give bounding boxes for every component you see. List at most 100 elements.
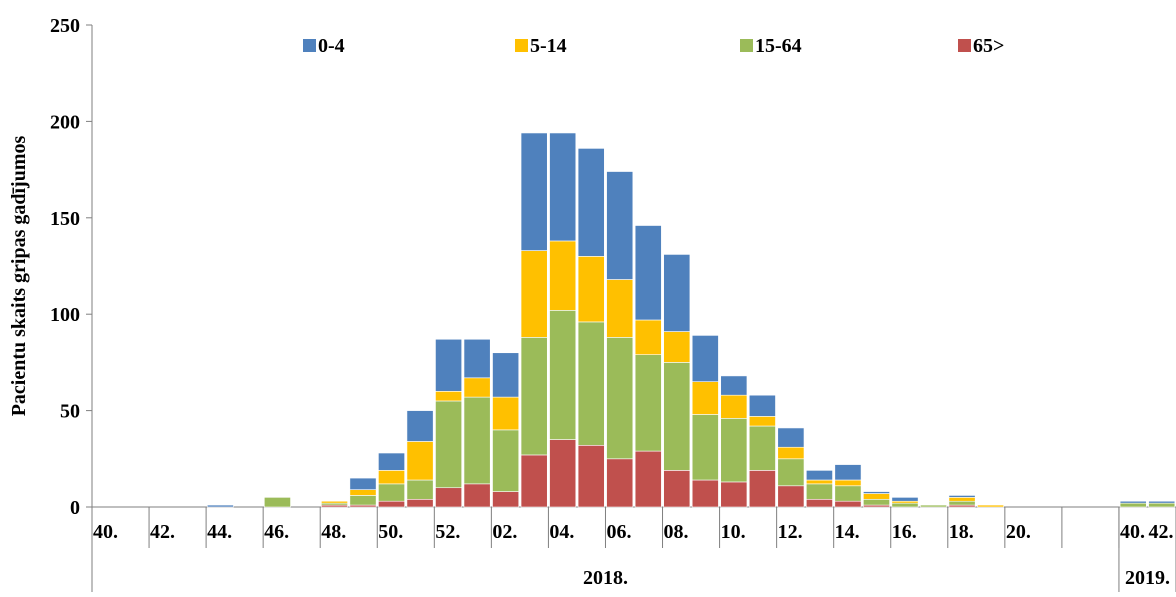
bar-segment bbox=[777, 446, 805, 460]
bar-segment bbox=[463, 377, 491, 398]
bar-segment bbox=[492, 491, 520, 508]
bar-segment bbox=[549, 240, 577, 311]
x-tick-label: 14. bbox=[835, 521, 860, 543]
x-tick-label: 44. bbox=[207, 521, 232, 543]
bar-segment bbox=[492, 396, 520, 431]
bar-segment bbox=[406, 479, 434, 500]
bar-segment bbox=[406, 498, 434, 508]
x-tick-label: 12. bbox=[778, 521, 803, 543]
bar-segment bbox=[406, 441, 434, 481]
bar-segment bbox=[891, 502, 919, 508]
bar-segment bbox=[349, 489, 377, 496]
bar-segment bbox=[1148, 500, 1176, 504]
bar-segment bbox=[777, 458, 805, 487]
bar-segment bbox=[549, 439, 577, 508]
bar-segment bbox=[634, 225, 662, 321]
legend-swatch bbox=[958, 39, 971, 52]
y-tick-label: 250 bbox=[50, 15, 80, 37]
bar-segment bbox=[834, 500, 862, 508]
bar-segment bbox=[663, 470, 691, 508]
x-tick-label: 50. bbox=[378, 521, 403, 543]
y-tick-label: 200 bbox=[50, 111, 80, 133]
bar-segment bbox=[663, 254, 691, 332]
bar-segment bbox=[834, 464, 862, 481]
bar-segment bbox=[378, 483, 405, 502]
y-axis-title: Pacientu skaits gripas gadījumos bbox=[8, 135, 30, 416]
bar-segment bbox=[863, 498, 890, 506]
bar-segment bbox=[777, 485, 805, 508]
bar-segment bbox=[777, 427, 805, 448]
y-tick-label: 150 bbox=[50, 208, 80, 230]
bar-segment bbox=[606, 279, 634, 338]
bar-segment bbox=[748, 425, 776, 471]
y-tick-label: 0 bbox=[70, 497, 80, 519]
legend-item: 65> bbox=[958, 35, 1004, 57]
bar-segment bbox=[691, 335, 719, 382]
bar-segment bbox=[748, 416, 776, 427]
bar-segment bbox=[663, 362, 691, 471]
bar-segment bbox=[492, 352, 520, 398]
bar-segment bbox=[520, 337, 548, 456]
bar-segment bbox=[805, 470, 833, 481]
bar-segment bbox=[606, 171, 634, 280]
bar-segment bbox=[863, 493, 890, 500]
bar-segment bbox=[349, 495, 377, 506]
bar-segment bbox=[720, 394, 748, 419]
bar-segment bbox=[805, 498, 833, 508]
legend-item: 5-14 bbox=[515, 35, 567, 57]
legend-swatch bbox=[740, 39, 753, 52]
bar-segment bbox=[634, 450, 662, 508]
x-tick-label: 42. bbox=[1148, 521, 1173, 543]
x-tick-label: 08. bbox=[664, 521, 689, 543]
x-tick-label: 20. bbox=[1006, 521, 1031, 543]
y-tick-label: 100 bbox=[50, 304, 80, 326]
x-tick-label: 02. bbox=[492, 521, 517, 543]
x-tick-label: 40. bbox=[1120, 521, 1145, 543]
bar-segment bbox=[805, 483, 833, 500]
bar-segment bbox=[720, 375, 748, 396]
legend-item: 0-4 bbox=[303, 35, 345, 57]
y-tick-label: 50 bbox=[60, 401, 80, 423]
bar-segment bbox=[435, 487, 462, 508]
bar-segment bbox=[634, 319, 662, 355]
bar-segment bbox=[1148, 502, 1176, 508]
x-tick-label: 40. bbox=[93, 521, 118, 543]
bar-segment bbox=[1119, 500, 1147, 504]
bar-segment bbox=[834, 479, 862, 487]
bar-segment bbox=[748, 394, 776, 417]
bar-segment bbox=[378, 452, 405, 471]
bar-segment bbox=[520, 132, 548, 251]
x-tick-label: 48. bbox=[321, 521, 346, 543]
legend-label: 5-14 bbox=[530, 35, 567, 57]
x-tick-label: 18. bbox=[949, 521, 974, 543]
bar-segment bbox=[720, 418, 748, 483]
year-label: 2019. bbox=[1125, 567, 1170, 589]
bar-segment bbox=[520, 454, 548, 508]
bar-segment bbox=[720, 481, 748, 508]
bar-segment bbox=[834, 485, 862, 502]
bar-segment bbox=[606, 337, 634, 460]
bar-segment bbox=[577, 148, 605, 257]
bar-segment bbox=[691, 479, 719, 508]
bar-segment bbox=[748, 470, 776, 508]
bar-segment bbox=[691, 381, 719, 415]
bar-segment bbox=[349, 477, 377, 490]
legend-swatch bbox=[515, 39, 528, 52]
legend-label: 15-64 bbox=[755, 35, 802, 57]
bar-segment bbox=[805, 479, 833, 485]
bar-segment bbox=[520, 250, 548, 338]
bar-segment bbox=[463, 338, 491, 379]
bar-segment bbox=[406, 410, 434, 442]
x-tick-label: 10. bbox=[721, 521, 746, 543]
bar-segment bbox=[948, 495, 976, 498]
bar-segment bbox=[378, 500, 405, 508]
bar-segment bbox=[321, 500, 348, 504]
x-tick-label: 04. bbox=[549, 521, 574, 543]
bar-segment bbox=[891, 497, 919, 502]
bar-segment bbox=[948, 497, 976, 502]
bar-segment bbox=[378, 470, 405, 485]
bar-segment bbox=[606, 458, 634, 508]
bar-segment bbox=[435, 391, 462, 402]
bar-segment bbox=[691, 414, 719, 481]
